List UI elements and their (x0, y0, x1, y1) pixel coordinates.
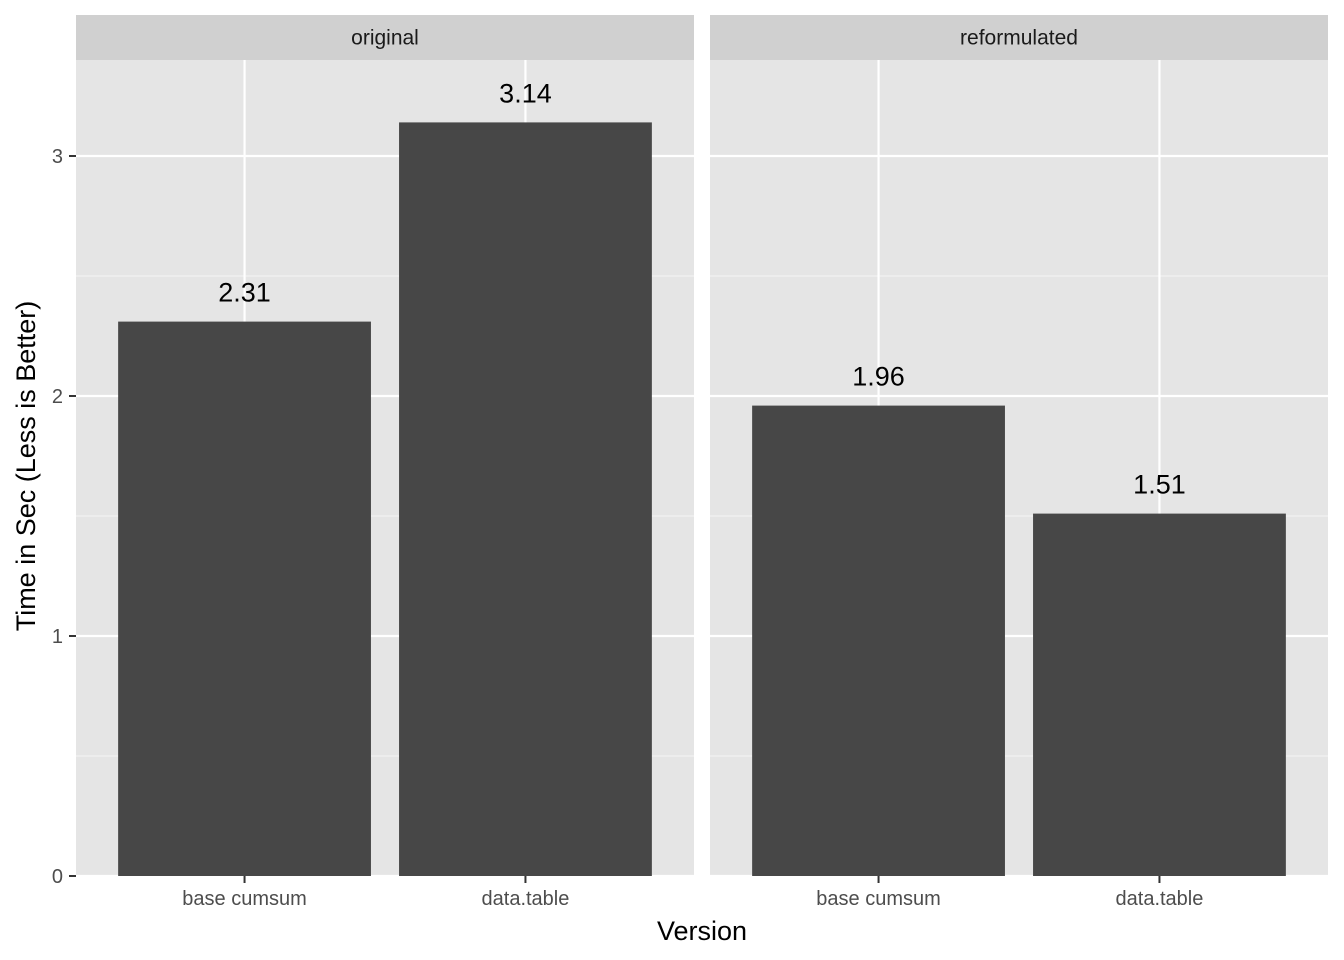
facet-strip (76, 15, 694, 60)
facet-strip-label: reformulated (960, 27, 1078, 50)
facet-strip (710, 15, 1328, 60)
bar-value-label: 1.51 (1133, 470, 1186, 500)
x-tick-label: data.table (1116, 888, 1204, 910)
y-tick-label: 1 (52, 626, 63, 648)
x-axis-title: Version (657, 916, 747, 946)
facet-strip-label: original (351, 27, 419, 50)
y-axis-title: Time in Sec (Less is Better) (11, 301, 41, 632)
bar-reformulated-data-table (1033, 513, 1286, 876)
y-axis: 0 1 2 3 (52, 146, 76, 888)
facet-panel-original: original 2.31 3.14 base cumsum data.table (76, 15, 694, 910)
x-tick-label: base cumsum (182, 888, 307, 910)
bar-value-label: 2.31 (218, 278, 271, 308)
x-tick-label: data.table (482, 888, 570, 910)
x-tick-label: base cumsum (816, 888, 941, 910)
y-tick-label: 3 (52, 146, 63, 168)
bar-original-base-cumsum (118, 321, 371, 877)
bar-value-label: 3.14 (499, 78, 552, 108)
bar-value-label: 1.96 (852, 362, 905, 392)
facet-panel-reformulated: reformulated 1.96 1.51 base cumsum data.tabl… (710, 15, 1328, 910)
y-tick-label: 2 (52, 386, 63, 408)
y-tick-label: 0 (52, 866, 63, 888)
bar-reformulated-base-cumsum (752, 405, 1005, 876)
bar-original-data-table (399, 122, 652, 876)
